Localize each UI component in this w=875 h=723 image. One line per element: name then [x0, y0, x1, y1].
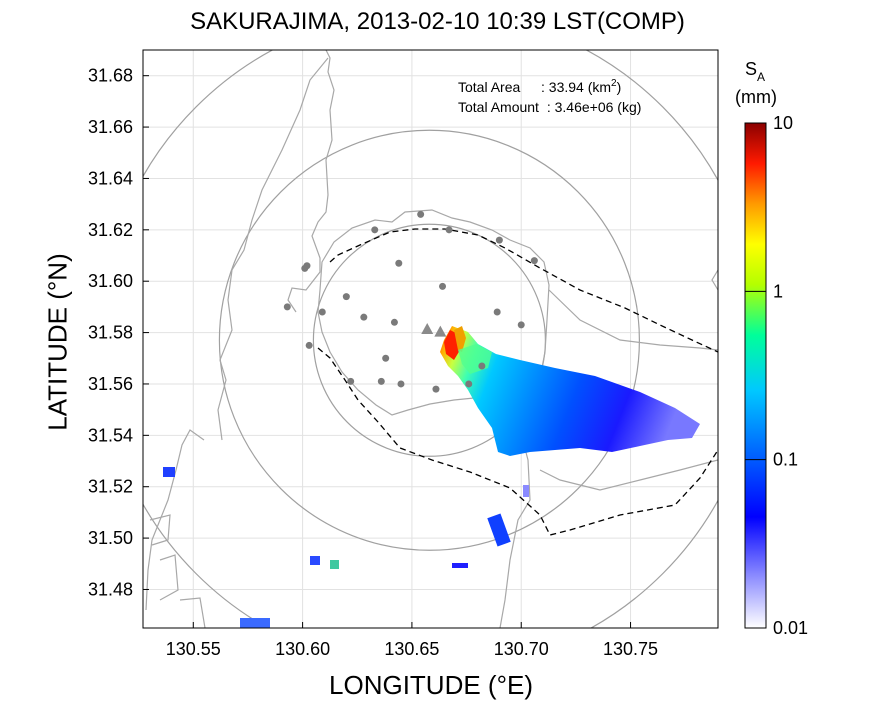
- y-tick-label: 31.52: [88, 477, 133, 497]
- y-axis-ticks: 31.48 31.50 31.52 31.54 31.56 31.58 31.60 31.62…: [88, 66, 149, 599]
- station-dot: [283, 303, 291, 311]
- station-dot: [377, 377, 385, 385]
- crater-vents: [421, 323, 447, 337]
- station-dot: [530, 257, 538, 265]
- colorbar-label-s: SA: [745, 59, 765, 84]
- plume-patch-d: [452, 563, 468, 568]
- station-dot: [347, 377, 355, 385]
- colorbar: SA (mm) 10 1 0.1 0.01: [735, 59, 808, 638]
- station-dot: [417, 210, 425, 218]
- colorbar-tick-label: 1: [773, 281, 783, 301]
- svg-text:Total Area : 33.94 (km2): Total Area : 33.94 (km2): [458, 78, 621, 95]
- station-dot: [478, 362, 486, 370]
- plume-patch-g: [240, 618, 270, 628]
- osumi-coast: [711, 269, 718, 291]
- vent-triangle: [421, 323, 434, 335]
- plume-patch-c: [330, 560, 339, 569]
- colorbar-unit: (mm): [735, 87, 777, 107]
- mainland-west-coast: [217, 57, 329, 441]
- total-area-close: ): [617, 79, 622, 95]
- total-area-label: Total Area: [458, 79, 520, 95]
- ash-plume: [163, 326, 700, 628]
- station-dot: [445, 226, 453, 234]
- station-dot: [318, 308, 326, 316]
- x-tick-label: 130.75: [603, 639, 658, 659]
- y-tick-label: 31.66: [88, 117, 133, 137]
- colorbar-tick-label: 0.01: [773, 618, 808, 638]
- station-dot: [301, 264, 309, 272]
- total-amount-label: Total Amount: [458, 99, 539, 115]
- station-dot: [495, 236, 503, 244]
- station-dot: [395, 259, 403, 267]
- colorbar-ticks: 10 1 0.1 0.01: [745, 113, 808, 638]
- plume-patch-e: [523, 485, 529, 497]
- station-dot: [397, 380, 405, 388]
- y-tick-label: 31.54: [88, 425, 133, 445]
- total-area-value: : 33.94 (km: [541, 79, 611, 95]
- plume-main: [440, 326, 700, 456]
- restricted-zone-boundary: [317, 228, 718, 536]
- y-tick-label: 31.68: [88, 66, 133, 86]
- mainland-north-coast: [287, 50, 335, 313]
- totals-annotation: Total Area : 33.94 (km2) Total Amount : …: [458, 78, 641, 115]
- x-tick-label: 130.60: [275, 639, 330, 659]
- x-tick-label: 130.65: [384, 639, 439, 659]
- x-axis-ticks: 130.55 130.60 130.65 130.70 130.75: [166, 622, 658, 659]
- y-tick-label: 31.64: [88, 168, 133, 188]
- y-tick-label: 31.60: [88, 271, 133, 291]
- station-dot: [305, 341, 313, 349]
- station-dot: [390, 318, 398, 326]
- vent-triangle: [434, 325, 447, 337]
- y-tick-label: 31.58: [88, 323, 133, 343]
- plume-patch-b: [310, 556, 320, 565]
- range-circle-middle: [218, 129, 641, 551]
- svg-text:Total Amount : 3.46e+06: Total Amount : 3.46e+06 (kg): [458, 99, 641, 115]
- station-dot: [493, 308, 501, 316]
- y-tick-label: 31.50: [88, 528, 133, 548]
- x-tick-label: 130.70: [494, 639, 549, 659]
- colorbar-tick-label: 0.1: [773, 450, 798, 470]
- grid-lines: [143, 50, 718, 628]
- south-east-coast: [539, 459, 718, 491]
- map-title: SAKURAJIMA, 2013-02-10 10:39 LST(COMP): [190, 8, 685, 35]
- station-dot: [432, 385, 440, 393]
- station-dot: [517, 321, 525, 329]
- kagoshima-coast: [145, 429, 205, 611]
- coastline: [145, 50, 718, 628]
- station-dot: [360, 313, 368, 321]
- observation-stations: [283, 210, 538, 393]
- x-axis-label: LONGITUDE (°E): [329, 670, 533, 700]
- y-tick-label: 31.48: [88, 579, 133, 599]
- plume-patch-f: [163, 467, 175, 477]
- total-amount-value: : 3.46e+06 (kg): [547, 99, 642, 115]
- station-dot: [382, 354, 390, 362]
- y-tick-label: 31.56: [88, 374, 133, 394]
- station-dot: [465, 380, 473, 388]
- plume-edge: [454, 326, 466, 352]
- mainland-east-coast: [548, 289, 718, 351]
- total-area-sup: 2: [611, 78, 617, 89]
- plot-frame: [142, 49, 719, 629]
- station-dot: [342, 293, 350, 301]
- south-coast: [499, 429, 531, 628]
- station-dot: [371, 226, 379, 234]
- range-circles: [143, 50, 718, 628]
- city-grid: [149, 514, 206, 628]
- range-circle-outer: [143, 50, 718, 628]
- plume-patch-a: [487, 513, 511, 547]
- colorbar-gradient: [744, 122, 767, 629]
- station-dot: [439, 282, 447, 290]
- colorbar-tick-label: 10: [773, 113, 793, 133]
- y-tick-label: 31.62: [88, 220, 133, 240]
- x-tick-label: 130.55: [166, 639, 221, 659]
